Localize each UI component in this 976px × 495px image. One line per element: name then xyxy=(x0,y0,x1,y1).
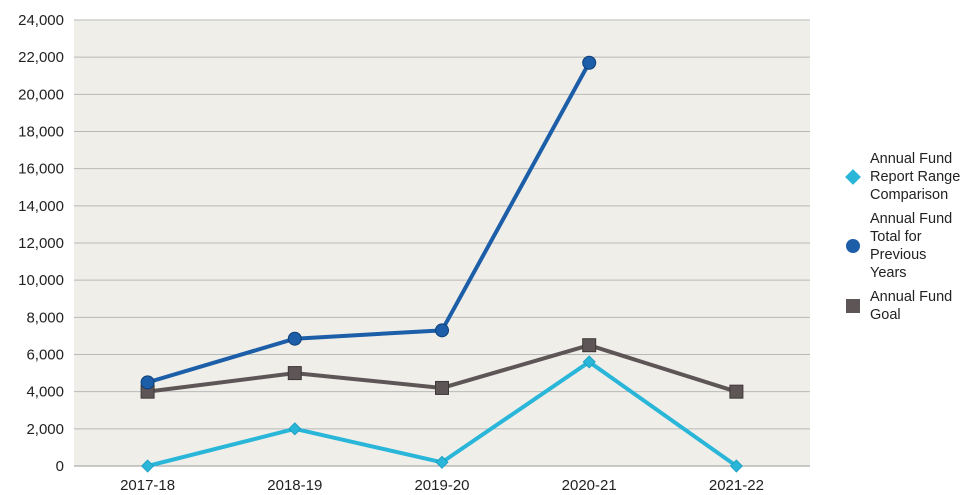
y-tick-label: 4,000 xyxy=(26,384,64,401)
legend-label: Report Range xyxy=(870,169,961,185)
y-tick-label: 12,000 xyxy=(18,235,64,252)
data-point-circle xyxy=(140,375,155,390)
series-diamond xyxy=(141,355,743,473)
data-point-diamond xyxy=(729,459,743,473)
legend-item: Annual Fund Report Range Comparison xyxy=(840,150,976,204)
legend-square-icon xyxy=(846,299,860,313)
data-point-diamond xyxy=(582,355,596,369)
data-point-circle xyxy=(435,323,449,338)
x-tick-label: 2018-19 xyxy=(267,477,322,494)
y-tick-label: 24,000 xyxy=(18,12,64,29)
data-point-circle xyxy=(582,55,597,70)
data-point-square xyxy=(435,380,449,395)
data-point-diamond xyxy=(435,455,449,469)
legend-label: Goal xyxy=(870,307,901,323)
legend: Annual Fund Report Range Comparison Annual … xyxy=(840,150,976,330)
y-tick-label: 22,000 xyxy=(18,49,64,66)
legend-item: Annual Fund Total for Previous Years xyxy=(840,210,976,282)
legend-item: Annual Fund Goal xyxy=(840,288,976,324)
x-tick-label: 2020-21 xyxy=(562,477,617,494)
data-point-diamond xyxy=(141,459,155,473)
series-circle xyxy=(140,55,597,390)
y-tick-label: 14,000 xyxy=(18,198,64,215)
legend-label: Comparison xyxy=(870,187,949,203)
legend-label: Years xyxy=(870,265,907,281)
data-point-circle xyxy=(287,331,302,346)
legend-label: Annual Fund xyxy=(870,151,953,167)
legend-label: Annual Fund xyxy=(870,211,953,227)
legend-label: Annual Fund xyxy=(870,289,953,305)
x-tick-label: 2021-22 xyxy=(709,477,764,494)
x-tick-label: 2017-18 xyxy=(120,477,175,494)
y-tick-label: 8,000 xyxy=(26,309,64,326)
y-tick-label: 2,000 xyxy=(26,421,64,438)
legend-diamond-icon xyxy=(845,169,861,185)
legend-label: Previous xyxy=(870,247,927,263)
y-tick-label: 6,000 xyxy=(26,347,64,364)
data-point-diamond xyxy=(288,422,302,436)
data-point-square xyxy=(729,384,744,399)
x-tick-label: 2019-20 xyxy=(414,477,469,494)
data-point-square xyxy=(287,366,302,381)
y-tick-label: 18,000 xyxy=(18,124,64,141)
data-point-square xyxy=(582,338,597,353)
series-line xyxy=(147,61,591,385)
legend-label: Total for xyxy=(870,229,922,245)
y-tick-label: 10,000 xyxy=(18,272,64,289)
y-tick-label: 16,000 xyxy=(18,161,64,178)
y-tick-label: 20,000 xyxy=(18,86,64,103)
y-tick-label: 0 xyxy=(56,458,64,475)
legend-circle-icon xyxy=(846,239,860,253)
